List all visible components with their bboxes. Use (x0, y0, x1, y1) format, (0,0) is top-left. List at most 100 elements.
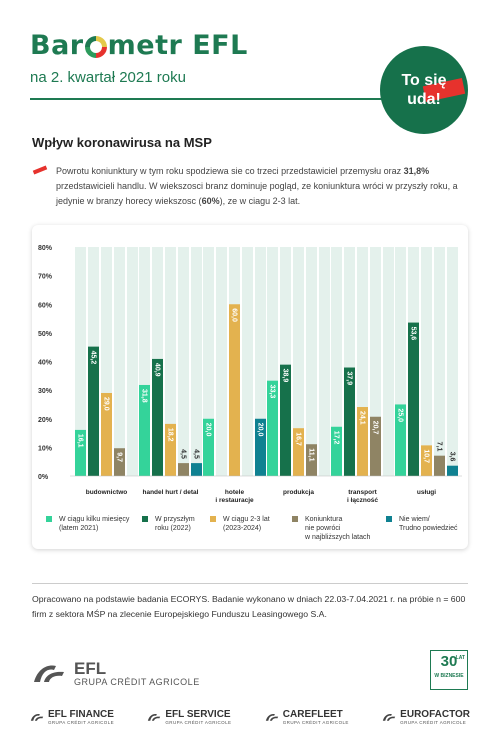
bar-column-bg (370, 247, 381, 476)
intro-text: Powrotu koniunktury w tym roku spodziewa… (56, 164, 466, 209)
value-label: 16,7 (295, 432, 302, 446)
bar-column-bg (319, 247, 330, 476)
legend-item-2-line2: roku (2022) (155, 525, 191, 532)
bar-column-bg (447, 247, 458, 476)
category-label: transport (348, 489, 377, 496)
bar (203, 418, 214, 476)
bar-column-bg (216, 247, 227, 476)
bar-column-bg (75, 247, 86, 476)
legend-item-2: W przyszłym roku (2022) (142, 515, 195, 533)
legend-item-5-line2: Trudno powiedzieć (399, 525, 458, 532)
y-tick-label: 10% (38, 445, 53, 452)
bar (280, 364, 291, 476)
legend-item-4: Koniunktura nie powróci w najbliższych l… (292, 515, 370, 542)
y-tick-label: 20% (38, 417, 53, 424)
bar-chart: 80% 70% 60% 50% 40% 30% 20% 10% 0% 16,1 45,2 29,0 9,… (38, 245, 462, 504)
header: Bar metr EFL na 2. kwartał 2021 roku (30, 30, 470, 86)
anniversary-lat: LAT (455, 655, 465, 661)
credit-agricole-icon (30, 713, 44, 721)
footer-brand-group: GRUPA CRÉDIT AGRICOLE (165, 720, 232, 725)
footer-brand-name: CAREFLEET (282, 709, 343, 720)
footer-brand-name: EFL FINANCE (48, 709, 114, 720)
bar (408, 322, 419, 476)
intro-text-before: Powrotu koniunktury w tym roku spodziewa… (56, 166, 404, 176)
credit-agricole-icon (148, 713, 161, 721)
footer-brands: EFL FINANCE GRUPA CRÉDIT AGRICOLE EFL SER… (30, 709, 470, 725)
value-label: 10,7 (423, 449, 430, 463)
slogan-badge: To się uda! (380, 46, 468, 134)
value-label: 4,5 (193, 449, 200, 459)
intro-highlight-1: 31,8% (403, 166, 430, 176)
bar (306, 444, 317, 476)
bar (255, 418, 266, 476)
ring-logo-icon (84, 35, 107, 58)
footer-brand-group: GRUPA CRÉDIT AGRICOLE (48, 720, 114, 725)
anniversary-number: 30 (440, 653, 458, 670)
legend-swatch-4 (292, 516, 298, 522)
legend-item-1-line1: W ciągu kilku miesięcy (59, 516, 130, 523)
value-label: 38,9 (282, 369, 289, 383)
bar (293, 428, 304, 476)
category-label: i łączność (347, 497, 378, 504)
bar-column-bg (267, 247, 278, 476)
bar-column-bg (139, 247, 150, 476)
footer-brand-name: EUROFACTOR (400, 709, 470, 720)
bar (101, 392, 112, 476)
bar (178, 463, 189, 476)
value-label: 20,0 (257, 423, 264, 437)
value-label: 9,7 (116, 452, 123, 462)
bar (395, 404, 406, 476)
legend-item-1-line2: (latem 2021) (59, 525, 99, 532)
value-label: 29,0 (103, 397, 110, 411)
bar (75, 429, 86, 476)
bar (229, 304, 240, 476)
category-label: usługi (417, 489, 436, 496)
efl-logo: EFL GRUPA CRÉDIT AGRICOLE (32, 660, 200, 687)
chart-legend: W ciągu kilku miesięcy (latem 2021) W pr… (46, 515, 466, 545)
credit-agricole-icon (265, 713, 278, 721)
legend-item-4-line2: nie powróci (305, 525, 341, 532)
category-label: budownictwo (86, 489, 128, 496)
value-label: 20,0 (205, 423, 212, 437)
footer-brand-efl-service: EFL SERVICE GRUPA CRÉDIT AGRICOLE (147, 709, 231, 725)
y-tick-label: 50% (38, 331, 53, 338)
badge-line-1: To się (401, 72, 447, 89)
legend-swatch-2 (142, 516, 148, 522)
footer-brand-efl-finance: EFL FINANCE GRUPA CRÉDIT AGRICOLE (30, 709, 114, 725)
y-tick-label: 40% (38, 360, 53, 367)
section-title: Wpływ koronawirusa na MSP (32, 135, 212, 150)
bar (434, 455, 445, 476)
value-label: 33,3 (269, 385, 276, 399)
bar (88, 346, 99, 476)
bar (370, 416, 381, 476)
bar-column-bg (357, 247, 368, 476)
value-label: 31,8 (141, 389, 148, 403)
bar (165, 423, 176, 476)
intro-highlight-2: 60% (201, 196, 220, 206)
bar (152, 358, 163, 476)
bar (114, 448, 125, 476)
brand-title-part1: Bar (30, 30, 84, 61)
anniversary-badge: 30 LAT W BIZNESIE (430, 650, 468, 690)
value-label: 4,5 (180, 449, 187, 459)
y-tick-label: 80% (38, 245, 53, 252)
source-divider (32, 583, 468, 584)
efl-logo-group: GRUPA CRÉDIT AGRICOLE (74, 677, 200, 687)
footer-brand-carefleet: CAREFLEET GRUPA CRÉDIT AGRICOLE (265, 709, 349, 725)
legend-swatch-3 (210, 516, 216, 522)
legend-item-3: W ciągu 2-3 lat (2023-2024) (210, 515, 270, 533)
value-label: 53,6 (410, 327, 417, 341)
bar (191, 463, 202, 476)
bar-column-bg (293, 247, 304, 476)
bar-column-bg (165, 247, 176, 476)
bar (447, 465, 458, 476)
bar-column-bg (127, 247, 138, 476)
bar-column-bg (280, 247, 291, 476)
bar-column-bg (395, 247, 406, 476)
y-tick-label: 70% (38, 274, 53, 281)
footer-brand-group: GRUPA CRÉDIT AGRICOLE (282, 720, 349, 725)
value-label: 45,2 (90, 351, 97, 365)
bar-column-bg (178, 247, 189, 476)
value-label: 60,0 (231, 308, 238, 322)
value-label: 18,2 (167, 428, 174, 442)
